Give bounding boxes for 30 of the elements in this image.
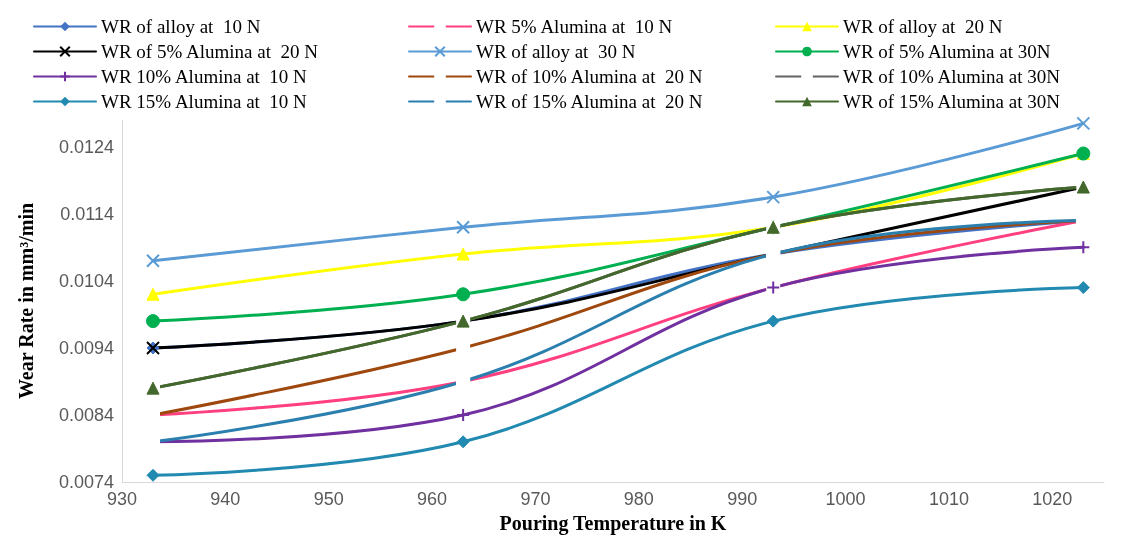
x-tick-label: 950 bbox=[313, 489, 344, 509]
legend-label: WR of alloy at 30 N bbox=[476, 41, 636, 62]
y-tick-label: 0.0074 bbox=[58, 472, 114, 492]
x-tick-label: 960 bbox=[417, 489, 448, 509]
x-tick-label: 930 bbox=[106, 489, 138, 509]
y-tick-label: 0.0114 bbox=[60, 203, 114, 224]
x-tick-label: 1000 bbox=[825, 489, 866, 509]
y-tick-label: 0.0124 bbox=[58, 136, 114, 157]
legend-label: WR 15% Alumina at 10 N bbox=[101, 91, 308, 112]
legend-label: WR of 5% Alumina at 20 N bbox=[101, 41, 319, 62]
x-tick-label: 940 bbox=[210, 489, 241, 509]
x-tick-label: 980 bbox=[623, 489, 654, 509]
y-tick-label: 0.0104 bbox=[58, 270, 114, 291]
legend-label: WR of alloy at 10 N bbox=[101, 16, 261, 37]
legend-label: WR of 15% Alumina at 20 N bbox=[476, 91, 703, 112]
y-tick-label: 0.0084 bbox=[58, 404, 114, 425]
legend-label: WR of 15% Alumina at 30N bbox=[843, 91, 1061, 112]
x-tick-label: 1010 bbox=[928, 489, 969, 509]
legend-label: WR of 5% Alumina at 30N bbox=[843, 41, 1051, 62]
legend-label: WR 5% Alumina at 10 N bbox=[476, 16, 673, 37]
legend-label: WR of 10% Alumina at 20 N bbox=[476, 66, 703, 87]
legend-label: WR of alloy at 20 N bbox=[843, 16, 1003, 37]
legend-label: WR of 10% Alumina at 30N bbox=[843, 66, 1061, 87]
x-axis-title: Pouring Temperature in K bbox=[499, 511, 727, 535]
x-tick-label: 1020 bbox=[1032, 489, 1073, 509]
x-tick-label: 990 bbox=[727, 489, 758, 509]
legend-label: WR 10% Alumina at 10 N bbox=[101, 66, 308, 87]
x-tick-label: 970 bbox=[520, 489, 551, 509]
y-axis-title: Wear Rate in mm³/min bbox=[15, 202, 37, 400]
y-tick-label: 0.0094 bbox=[58, 337, 114, 358]
